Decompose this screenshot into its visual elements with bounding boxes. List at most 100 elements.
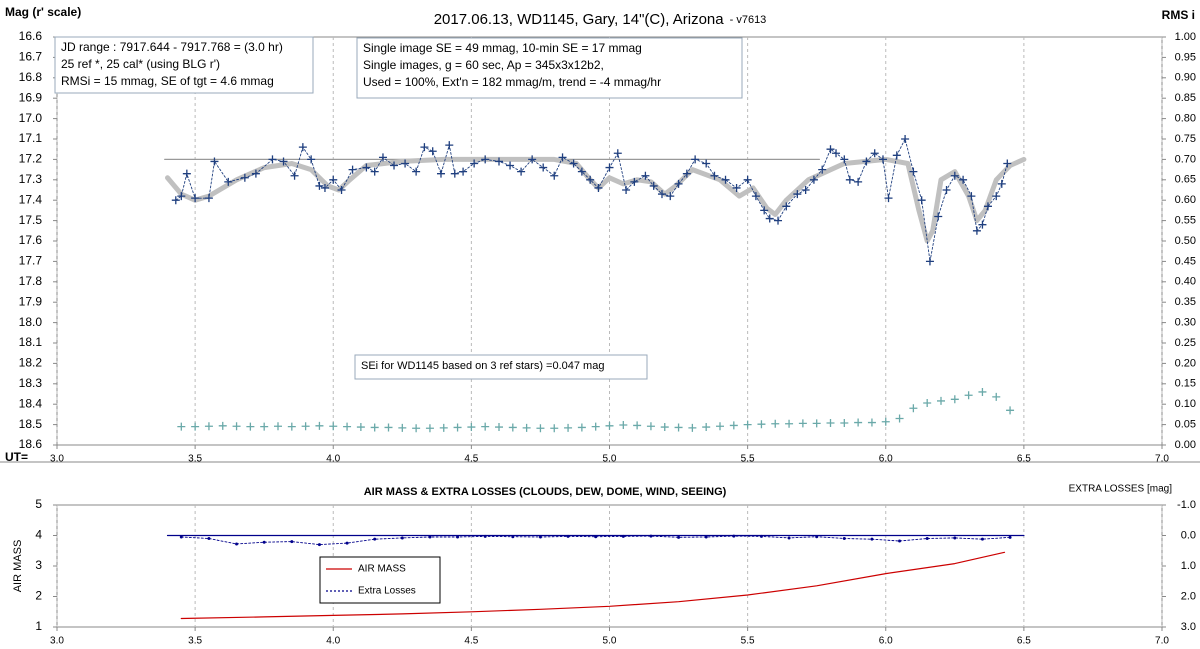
data-point <box>517 167 526 176</box>
data-point <box>666 192 675 201</box>
y2-axis-label: EXTRA LOSSES [mag] <box>1069 484 1173 495</box>
x-tick-label: 6.5 <box>1017 636 1031 647</box>
data-point <box>591 422 600 431</box>
y-tick-label: 17.2 <box>19 152 43 166</box>
y2-tick-label: 0.30 <box>1175 317 1196 329</box>
data-point <box>240 173 249 182</box>
data-point <box>315 181 324 190</box>
data-point <box>400 536 404 540</box>
legend-box <box>319 556 441 604</box>
data-point <box>528 155 537 164</box>
data-point <box>274 422 282 431</box>
x-tick-label: 3.0 <box>50 636 64 647</box>
data-point <box>619 421 628 430</box>
x-tick-label: 6.0 <box>879 636 893 647</box>
data-point <box>953 536 957 540</box>
data-point <box>420 143 429 152</box>
data-point <box>425 424 434 433</box>
data-point <box>771 419 780 428</box>
y-tick-label: 18.4 <box>19 396 43 410</box>
data-point <box>191 194 200 203</box>
data-point <box>495 157 503 166</box>
data-point <box>577 423 586 432</box>
annotation-box <box>354 354 648 380</box>
y-tick-label: 17.5 <box>19 213 43 227</box>
data-point <box>878 155 887 164</box>
data-point <box>992 392 1001 401</box>
y2-tick-label: 0.20 <box>1175 357 1196 369</box>
annotation-box <box>356 37 743 99</box>
data-point <box>774 216 783 225</box>
data-point <box>950 395 959 404</box>
y-tick-label: 17.0 <box>19 111 43 125</box>
data-point <box>622 186 631 194</box>
y-tick-label: 17.6 <box>19 233 43 247</box>
y2-tick-label: 0.60 <box>1175 194 1196 206</box>
x-axis-label: UT= <box>5 450 28 464</box>
data-point <box>481 422 490 431</box>
y-tick-label: 16.7 <box>19 50 43 64</box>
data-point <box>204 194 213 203</box>
data-point <box>942 186 951 194</box>
data-point <box>870 537 874 541</box>
data-point <box>884 194 893 203</box>
data-point <box>633 421 642 430</box>
annotation-text: Single images, g = 60 sec, Ap = 345x3x12… <box>363 58 604 72</box>
data-point <box>677 535 681 539</box>
data-point <box>923 398 932 407</box>
data-point <box>268 155 277 164</box>
data-point <box>649 534 653 538</box>
series-line <box>180 551 1006 620</box>
data-point <box>815 535 819 539</box>
data-point <box>760 206 769 215</box>
y2-tick-label: 0.05 <box>1175 419 1196 431</box>
data-point <box>691 155 700 164</box>
data-point <box>812 419 821 428</box>
data-point <box>842 537 846 541</box>
data-point <box>702 159 711 168</box>
data-point <box>317 543 321 547</box>
y-tick-label: 17.9 <box>19 294 43 308</box>
data-point <box>436 169 445 178</box>
y2-tick-label: 0.00 <box>1175 439 1196 451</box>
y2-tick-label: 0.70 <box>1175 153 1196 165</box>
y-tick-label: 5 <box>35 497 42 511</box>
data-point <box>508 423 517 432</box>
data-point <box>260 422 269 431</box>
data-point <box>649 181 658 190</box>
x-tick-label: 5.5 <box>741 636 755 647</box>
data-point <box>204 422 213 431</box>
y-tick-label: 18.1 <box>19 335 43 349</box>
data-point <box>854 418 863 427</box>
y-tick-label: 17.8 <box>19 274 43 288</box>
y2-tick-label: 2.0 <box>1181 590 1196 602</box>
data-point <box>522 423 531 432</box>
data-point <box>232 422 241 431</box>
y-tick-label: 17.3 <box>19 172 43 186</box>
data-point <box>290 171 299 180</box>
data-point <box>356 423 365 432</box>
annotation-text: JD range : 7917.644 - 7917.768 = (3.0 hr… <box>61 40 283 54</box>
x-tick-label: 4.5 <box>464 636 478 647</box>
data-point <box>751 192 760 201</box>
data-point <box>224 177 233 186</box>
y2-tick-label: 0.35 <box>1175 296 1196 308</box>
y2-tick-label: 0.40 <box>1175 276 1196 288</box>
annotation-text: SEi for WD1145 based on 3 ref stars) =0.… <box>361 360 604 372</box>
x-tick-label: 3.0 <box>50 454 64 465</box>
y2-tick-label: 0.55 <box>1175 215 1196 227</box>
data-point <box>688 423 697 432</box>
data-point <box>467 423 476 432</box>
data-point <box>840 418 849 427</box>
data-point <box>428 535 432 539</box>
data-point <box>674 179 683 188</box>
data-point <box>980 537 984 541</box>
data-point <box>702 423 711 432</box>
data-point <box>657 190 666 199</box>
data-point <box>925 257 934 266</box>
y-tick-label: 4 <box>35 528 42 542</box>
data-point <box>337 186 346 194</box>
data-point <box>964 391 973 400</box>
